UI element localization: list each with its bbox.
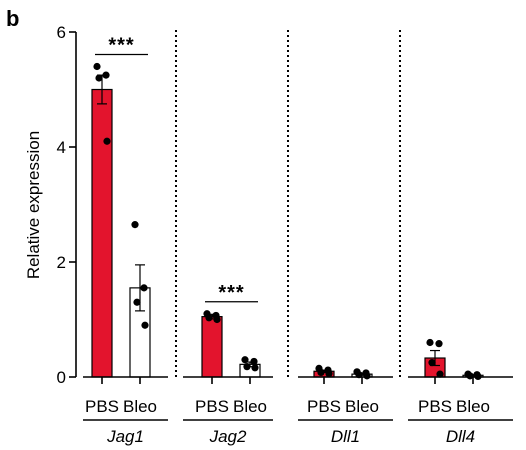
condition-label-jag1-pbs: PBS bbox=[85, 397, 119, 416]
significance-label-jag1: *** bbox=[108, 35, 134, 57]
bar-jag2-pbs bbox=[201, 316, 223, 378]
condition-label-dll4-bleo: Bleo bbox=[456, 397, 490, 416]
point-dll4-pbs-4 bbox=[436, 370, 444, 378]
point-jag1-bleo-4 bbox=[141, 321, 149, 329]
y-tick-label-0: 0 bbox=[57, 368, 66, 387]
point-jag1-pbs-4 bbox=[103, 137, 111, 145]
group-jag1: *** bbox=[91, 35, 151, 378]
point-dll1-pbs-3 bbox=[317, 368, 325, 376]
significance-label-jag2: *** bbox=[218, 282, 244, 304]
condition-label-jag2-pbs: PBS bbox=[195, 397, 229, 416]
condition-label-dll1-bleo: Bleo bbox=[345, 397, 379, 416]
point-jag1-pbs-2 bbox=[102, 71, 110, 79]
point-dll4-pbs-1 bbox=[426, 338, 434, 347]
y-tick-label-4: 4 bbox=[57, 138, 66, 157]
point-jag2-bleo-2 bbox=[250, 357, 258, 366]
condition-label-dll4-pbs: PBS bbox=[418, 397, 452, 416]
point-jag1-bleo-3 bbox=[133, 298, 141, 306]
group-jag2: *** bbox=[201, 282, 261, 378]
point-jag2-bleo-4 bbox=[251, 364, 259, 372]
point-jag1-bleo-2 bbox=[140, 284, 148, 292]
point-jag2-bleo-3 bbox=[243, 363, 251, 371]
gene-label-dll4: Dll4 bbox=[446, 427, 475, 446]
gene-label-dll1: Dll1 bbox=[331, 427, 360, 446]
point-jag1-bleo-1 bbox=[131, 221, 139, 229]
point-dll1-bleo-4 bbox=[363, 372, 371, 380]
gene-label-jag1: Jag1 bbox=[106, 427, 144, 446]
condition-label-jag2-bleo: Bleo bbox=[233, 397, 267, 416]
y-tick-label-6: 6 bbox=[57, 23, 66, 42]
y-tick-label-2: 2 bbox=[57, 253, 66, 272]
point-jag2-pbs-3 bbox=[205, 314, 213, 322]
gene-label-jag2: Jag2 bbox=[209, 427, 247, 446]
point-jag1-pbs-3 bbox=[95, 74, 103, 82]
point-dll4-pbs-3 bbox=[428, 359, 436, 367]
point-jag2-pbs-4 bbox=[213, 315, 221, 324]
point-dll4-pbs-2 bbox=[435, 340, 443, 348]
point-jag2-bleo-1 bbox=[241, 356, 249, 364]
point-jag1-pbs-1 bbox=[93, 62, 101, 71]
condition-label-dll1-pbs: PBS bbox=[307, 397, 341, 416]
y-axis: 0 2 4 6 bbox=[57, 23, 77, 387]
bar-jag1-pbs bbox=[91, 88, 113, 378]
bars: *** *** bbox=[91, 35, 484, 381]
point-dll1-pbs-4 bbox=[325, 369, 333, 378]
panel-label: b bbox=[6, 6, 19, 31]
group-dll4 bbox=[424, 338, 484, 381]
y-axis-title: Relative expression bbox=[24, 131, 43, 279]
condition-label-jag1-bleo: Bleo bbox=[123, 397, 157, 416]
